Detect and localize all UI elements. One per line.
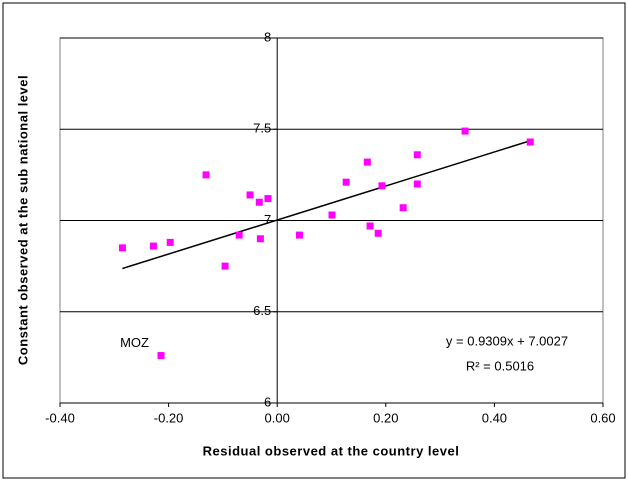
scatter-point (461, 127, 469, 135)
x-tick-label: -0.40 (45, 410, 75, 425)
scatter-point (378, 182, 386, 190)
scatter-point (526, 138, 534, 146)
scatter-point (149, 242, 157, 250)
y-tick-label: 8 (264, 29, 271, 44)
scatter-point (413, 180, 421, 188)
scatter-point (256, 235, 264, 243)
scatter-point (342, 178, 350, 186)
scatter-point (399, 204, 407, 212)
scatter-point (202, 171, 210, 179)
r-squared: R² = 0.5016 (466, 358, 534, 373)
scatter-point (295, 231, 303, 239)
y-tick-label: 7 (264, 212, 271, 227)
scatter-point (166, 238, 174, 246)
scatter-point (157, 352, 165, 360)
scatter-point (413, 151, 421, 159)
scatter-point (264, 195, 272, 203)
x-tick-label: 0.60 (590, 410, 615, 425)
x-axis-title: Residual observed at the country level (203, 443, 460, 458)
y-tick-label: 6 (264, 394, 271, 409)
scatter-point (255, 198, 263, 206)
scatter-point (246, 191, 254, 199)
scatter-point (366, 222, 374, 230)
y-axis-title: Constant observed at the sub national le… (15, 75, 30, 365)
x-tick-label: 0.20 (373, 410, 398, 425)
point-label: MOZ (120, 335, 149, 350)
trendline (122, 140, 531, 270)
x-tick-label: -0.20 (154, 410, 184, 425)
x-tick-label: 0.00 (265, 410, 290, 425)
scatter-point (235, 231, 243, 239)
scatter-point (221, 262, 229, 270)
scatter-point (363, 158, 371, 166)
trend-equation: y = 0.9309x + 7.0027 (446, 333, 568, 348)
scatter-point (328, 211, 336, 219)
y-tick-label: 6.5 (253, 303, 271, 318)
x-tick-label: 0.40 (482, 410, 507, 425)
scatter-point (118, 244, 126, 252)
scatter-point (374, 229, 382, 237)
y-tick-label: 7.5 (253, 121, 271, 136)
